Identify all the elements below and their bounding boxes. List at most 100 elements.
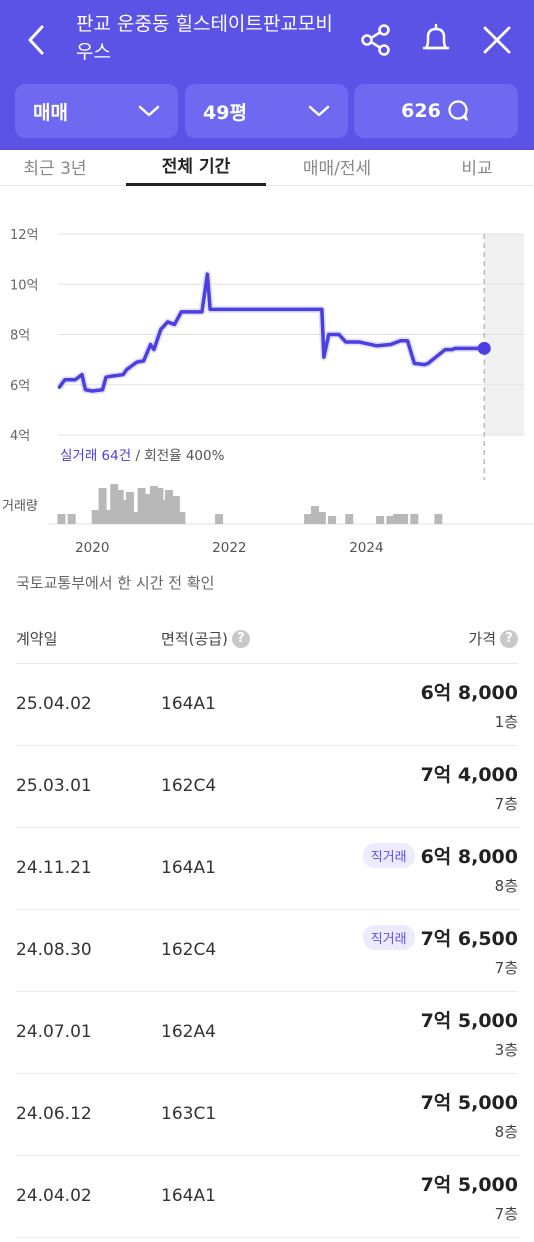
volume-bar xyxy=(121,500,130,524)
price-value: 7억 5,000 xyxy=(420,1092,518,1114)
contract-date: 24.06.12 xyxy=(16,1104,92,1124)
area-value: 162A4 xyxy=(161,1022,216,1042)
table-row[interactable]: 24.06.12 163C1 7억 5,000 8층 xyxy=(16,1074,518,1156)
volume-bar xyxy=(345,514,354,524)
volume-bar xyxy=(310,506,319,524)
y-tick-label: 10억 xyxy=(10,278,39,293)
volume-label: 거래량 xyxy=(2,499,38,514)
volume-bar xyxy=(386,516,395,524)
trade-stats-note: 실거래 64건 / 회전율 400% xyxy=(60,448,225,464)
comments-button[interactable]: 626 xyxy=(354,84,518,138)
transactions-header: 계약일 면적(공급) ? 가격 ? xyxy=(16,622,518,664)
volume-bar xyxy=(144,494,153,524)
direct-deal-badge: 직거래 xyxy=(362,925,415,950)
table-row[interactable]: 24.08.30 162C4 직거래 7억 6,500 7층 xyxy=(16,910,518,992)
volume-bar xyxy=(304,514,313,524)
chevron-down-icon xyxy=(138,105,160,117)
close-icon xyxy=(483,26,511,54)
contract-date: 25.04.02 xyxy=(16,694,92,714)
help-icon[interactable]: ? xyxy=(500,629,518,648)
page-title: 판교 운중동 힐스테이트판교모비우스 xyxy=(76,13,333,63)
comment-count: 626 xyxy=(401,100,441,122)
area-value: 163C1 xyxy=(161,1104,217,1124)
size-label: 49평 xyxy=(203,101,247,124)
volume-bar xyxy=(328,516,337,524)
volume-bar xyxy=(376,516,385,524)
price-value: 7억 6,500 xyxy=(420,928,518,950)
y-tick-label: 8억 xyxy=(10,329,30,344)
price-value: 7억 5,000 xyxy=(420,1010,518,1032)
tab-recent-3y[interactable]: 최근 3년 xyxy=(0,130,110,186)
trade-type-dropdown[interactable]: 매매 xyxy=(15,84,178,138)
price-cell: 직거래 6억 8,000 xyxy=(362,842,518,869)
y-tick-label: 12억 xyxy=(10,228,39,243)
table-row[interactable]: 25.03.01 162C4 7억 4,000 7층 xyxy=(16,746,518,828)
tab-label: 최근 3년 xyxy=(23,158,87,179)
volume-bar xyxy=(132,512,141,524)
volume-bar xyxy=(149,486,158,524)
col-area-label: 면적(공급) xyxy=(161,630,228,648)
floor-value: 7층 xyxy=(494,1205,518,1223)
contract-date: 24.08.30 xyxy=(16,940,92,960)
tab-label: 매매/전세 xyxy=(302,158,372,179)
floor-value: 1층 xyxy=(494,713,518,731)
share-button[interactable] xyxy=(354,18,398,62)
price-cell: 6억 8,000 xyxy=(421,678,518,705)
direct-deal-badge: 직거래 xyxy=(362,843,415,868)
volume-bar xyxy=(400,514,409,524)
tab-compare[interactable]: 비교 xyxy=(420,130,534,186)
volume-bar xyxy=(434,514,443,524)
price-value: 6억 8,000 xyxy=(420,846,518,868)
floor-value: 8층 xyxy=(494,1123,518,1141)
volume-bar xyxy=(67,514,76,524)
price-line xyxy=(57,272,485,393)
volume-bar xyxy=(393,514,402,524)
contract-date: 25.03.01 xyxy=(16,776,92,796)
data-source-note: 국토교통부에서 한 시간 전 확인 xyxy=(16,574,215,592)
x-tick-label: 2022 xyxy=(212,540,246,556)
volume-bar xyxy=(165,490,174,524)
price-cell: 7억 5,000 xyxy=(421,1006,518,1033)
price-value: 7억 4,000 xyxy=(420,764,518,786)
chevron-down-icon xyxy=(308,105,330,117)
price-cell: 7억 5,000 xyxy=(421,1170,518,1197)
y-tick-label: 4억 xyxy=(10,429,30,444)
volume-bar xyxy=(105,510,114,524)
notification-button[interactable] xyxy=(414,18,458,62)
area-value: 164A1 xyxy=(161,694,216,714)
back-button[interactable] xyxy=(14,18,58,62)
price-cell: 직거래 7억 6,500 xyxy=(362,924,518,951)
volume-bar xyxy=(110,484,119,524)
contract-date: 24.04.02 xyxy=(16,1186,92,1206)
tab-sale-jeonse[interactable]: 매매/전세 xyxy=(272,130,402,186)
tab-all-period[interactable]: 전체 기간 xyxy=(126,130,266,186)
table-row[interactable]: 25.04.02 164A1 6억 8,000 1층 xyxy=(16,664,518,746)
x-tick-label: 2024 xyxy=(349,540,383,556)
table-row[interactable]: 24.04.02 164A1 7억 5,000 7층 xyxy=(16,1156,518,1238)
table-row[interactable]: 24.07.01 162A4 7억 5,000 3층 xyxy=(16,992,518,1074)
tab-label: 전체 기간 xyxy=(161,157,231,177)
col-date-header: 계약일 xyxy=(16,630,58,648)
price-cell: 7억 5,000 xyxy=(421,1088,518,1115)
contract-date: 24.07.01 xyxy=(16,1022,92,1042)
current-price-dot xyxy=(477,341,491,355)
period-tabs: 최근 3년 전체 기간 매매/전세 비교 xyxy=(0,130,534,186)
table-row[interactable]: 24.11.21 164A1 직거래 6억 8,000 8층 xyxy=(16,828,518,910)
col-area-header: 면적(공급) ? xyxy=(161,628,250,649)
y-tick-label: 6억 xyxy=(10,379,30,394)
app-header: 판교 운중동 힐스테이트판교모비우스 매매 49평 xyxy=(0,0,534,150)
help-icon[interactable]: ? xyxy=(231,629,250,648)
close-button[interactable] xyxy=(475,18,519,62)
volume-bar xyxy=(115,490,124,524)
volume-bar xyxy=(177,512,186,524)
size-dropdown[interactable]: 49평 xyxy=(185,84,348,138)
volume-bar xyxy=(57,514,66,524)
col-price-label: 가격 xyxy=(468,630,496,648)
x-tick-label: 2020 xyxy=(75,540,109,556)
area-value: 164A1 xyxy=(161,1186,216,1206)
turnover-rate: / 회전율 400% xyxy=(131,448,224,464)
volume-bar xyxy=(137,488,146,524)
volume-bar xyxy=(215,514,224,524)
